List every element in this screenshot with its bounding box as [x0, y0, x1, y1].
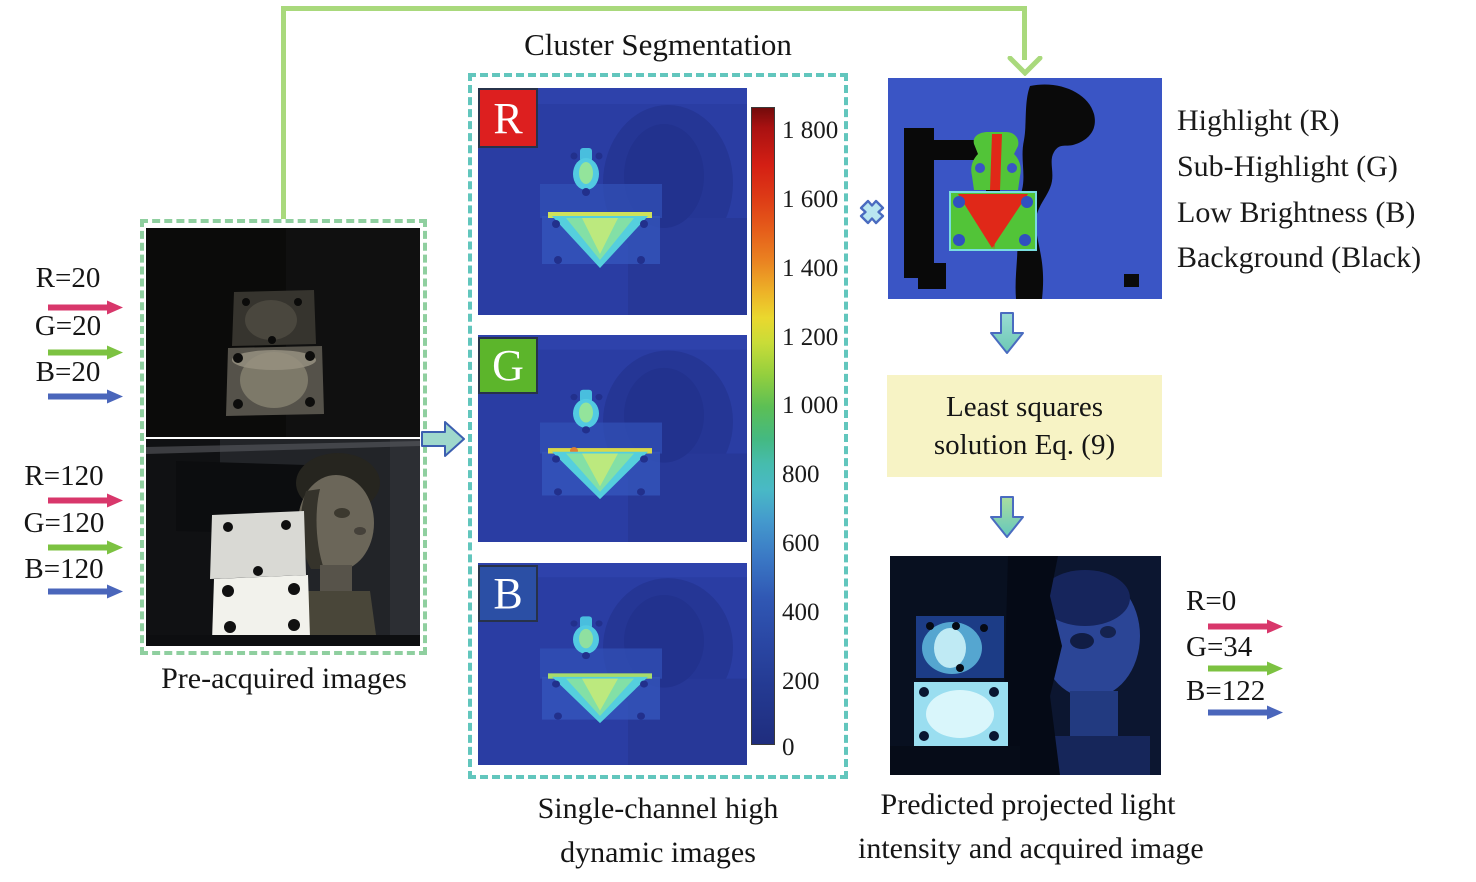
red-arrow-icon — [48, 300, 123, 315]
output-label-r0: R=0 — [1186, 585, 1237, 617]
chevron-down-arrowhead-icon — [1007, 56, 1043, 76]
colorbar-tick: 1 000 — [782, 392, 839, 419]
channel-label-g: G — [478, 337, 538, 394]
pre-acquired-image-dim — [146, 228, 420, 437]
figure-title: Cluster Segmentation — [524, 27, 792, 62]
blue-arrow-icon — [1208, 705, 1283, 720]
blue-arrow-icon — [48, 584, 123, 599]
colorbar-tick: 0 — [782, 734, 795, 761]
input-label-b122-pre: B=120 — [24, 553, 104, 585]
colorbar-tick: 1 600 — [782, 186, 839, 213]
red-arrow-icon — [1208, 619, 1283, 634]
multiply-icon — [859, 199, 885, 225]
input-label-r120: R=120 — [24, 460, 104, 492]
green-arrow-icon — [1208, 661, 1283, 676]
single-channel-caption-line2: dynamic images — [560, 836, 756, 869]
output-label-g34: G=34 — [1186, 631, 1253, 663]
green-arrow-icon — [48, 345, 123, 360]
predicted-caption-line1: Predicted projected light — [880, 788, 1176, 821]
colorbar-tick: 600 — [782, 530, 820, 557]
blue-arrow-icon — [48, 389, 123, 404]
colorbar-tick: 1 400 — [782, 255, 839, 282]
heatmap-image-r — [478, 88, 747, 315]
channel-label-b: B — [478, 565, 538, 622]
least-squares-line2: solution Eq. (9) — [933, 429, 1116, 461]
block-arrow-down-icon — [990, 312, 1024, 354]
predicted-caption-line2: intensity and acquired image — [858, 832, 1204, 865]
legend-background: Background (Black) — [1177, 241, 1422, 274]
legend-low-brightness: Low Brightness (B) — [1177, 196, 1416, 229]
connector-line-horizontal — [281, 6, 1027, 11]
cluster-segmented-image — [888, 78, 1162, 299]
block-arrow-down-icon — [990, 496, 1024, 538]
colorbar-tick: 1 200 — [782, 324, 839, 351]
connector-line-right-vertical — [1022, 6, 1027, 60]
colorbar-tick: 400 — [782, 599, 820, 626]
green-arrow-icon — [48, 540, 123, 555]
cluster-segmentation-dashed-box — [468, 73, 848, 779]
pre-acquired-image-bright — [146, 439, 420, 646]
input-label-b20: B=20 — [35, 356, 101, 388]
connector-line-left-vertical — [281, 6, 286, 219]
channel-label-r: R — [478, 88, 538, 148]
least-squares-box: Least squares solution Eq. (9) — [887, 375, 1162, 477]
input-label-g120: G=120 — [23, 507, 105, 539]
pre-acquired-caption: Pre-acquired images — [161, 662, 407, 695]
red-arrow-icon — [48, 493, 123, 508]
colorbar-tick: 800 — [782, 461, 820, 488]
colorbar-tick: 1 800 — [782, 117, 839, 144]
colorbar — [751, 107, 775, 745]
legend-sub-highlight: Sub-Highlight (G) — [1177, 150, 1398, 183]
colorbar-tick: 200 — [782, 668, 820, 695]
least-squares-line1: Least squares — [945, 390, 1104, 423]
predicted-image — [890, 556, 1161, 775]
input-label-g20: G=20 — [34, 310, 102, 342]
single-channel-caption-line1: Single-channel high — [537, 792, 779, 825]
legend-highlight: Highlight (R) — [1177, 104, 1340, 137]
output-label-b122: B=122 — [1186, 675, 1266, 707]
input-label-r20: R=20 — [35, 262, 101, 294]
block-arrow-right-icon — [421, 421, 465, 457]
heatmap-image-b — [478, 563, 747, 765]
